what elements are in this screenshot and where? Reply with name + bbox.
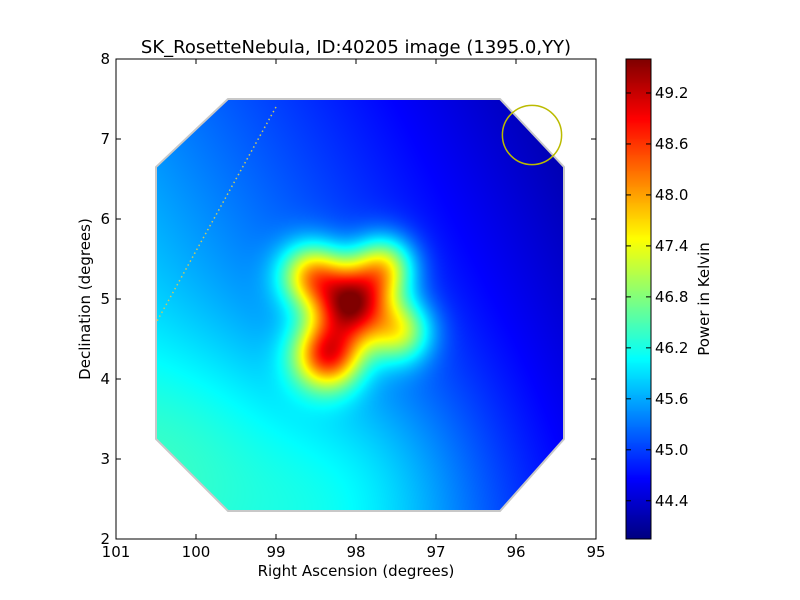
y-axis: 2 3 4 5 6 7 8 bbox=[100, 50, 596, 548]
colorbar-gradient bbox=[626, 59, 651, 539]
colorbar-label: Power in Kelvin bbox=[695, 242, 713, 356]
colorbar-tick-label: 48.0 bbox=[655, 186, 688, 204]
y-tick-label: 3 bbox=[100, 450, 110, 468]
x-axis: 101 100 99 98 97 96 95 bbox=[102, 59, 606, 561]
dotted-track bbox=[155, 106, 277, 324]
colorbar-tick-label: 44.4 bbox=[655, 492, 688, 510]
colorbar-tick-label: 48.6 bbox=[655, 135, 688, 153]
y-tick-label: 7 bbox=[100, 130, 110, 148]
y-tick-label: 6 bbox=[100, 210, 110, 228]
y-tick-label: 2 bbox=[100, 530, 110, 548]
colorbar-tick-label: 49.2 bbox=[655, 84, 688, 102]
colorbar-tick-label: 45.6 bbox=[655, 390, 688, 408]
coverage-edge bbox=[155, 98, 565, 512]
y-tick-label: 5 bbox=[100, 290, 110, 308]
x-tick-label: 100 bbox=[182, 543, 211, 561]
colorbar-tick-label: 45.0 bbox=[655, 441, 688, 459]
colorbar-axis: 44.4 45.0 45.6 46.2 46.8 47.4 48.0 48.6 49.2 bbox=[626, 84, 688, 510]
x-tick-label: 99 bbox=[266, 543, 285, 561]
x-tick-label: 95 bbox=[586, 543, 605, 561]
x-tick-label: 98 bbox=[346, 543, 365, 561]
colorbar-tick-label: 47.4 bbox=[655, 237, 688, 255]
y-tick-label: 8 bbox=[100, 50, 110, 68]
x-tick-label: 101 bbox=[102, 543, 131, 561]
y-axis-label: Declination (degrees) bbox=[76, 218, 94, 380]
x-tick-label: 96 bbox=[506, 543, 525, 561]
heatmap-image bbox=[116, 59, 596, 539]
x-tick-label: 97 bbox=[426, 543, 445, 561]
y-tick-label: 4 bbox=[100, 370, 110, 388]
beam-circle bbox=[501, 104, 563, 166]
colorbar-tick-label: 46.8 bbox=[655, 288, 688, 306]
colorbar-frame bbox=[625, 58, 652, 540]
x-axis-label: Right Ascension (degrees) bbox=[258, 562, 455, 580]
colorbar-tick-label: 46.2 bbox=[655, 339, 688, 357]
chart-title: SK_RosetteNebula, ID:40205 image (1395.0… bbox=[141, 37, 571, 58]
